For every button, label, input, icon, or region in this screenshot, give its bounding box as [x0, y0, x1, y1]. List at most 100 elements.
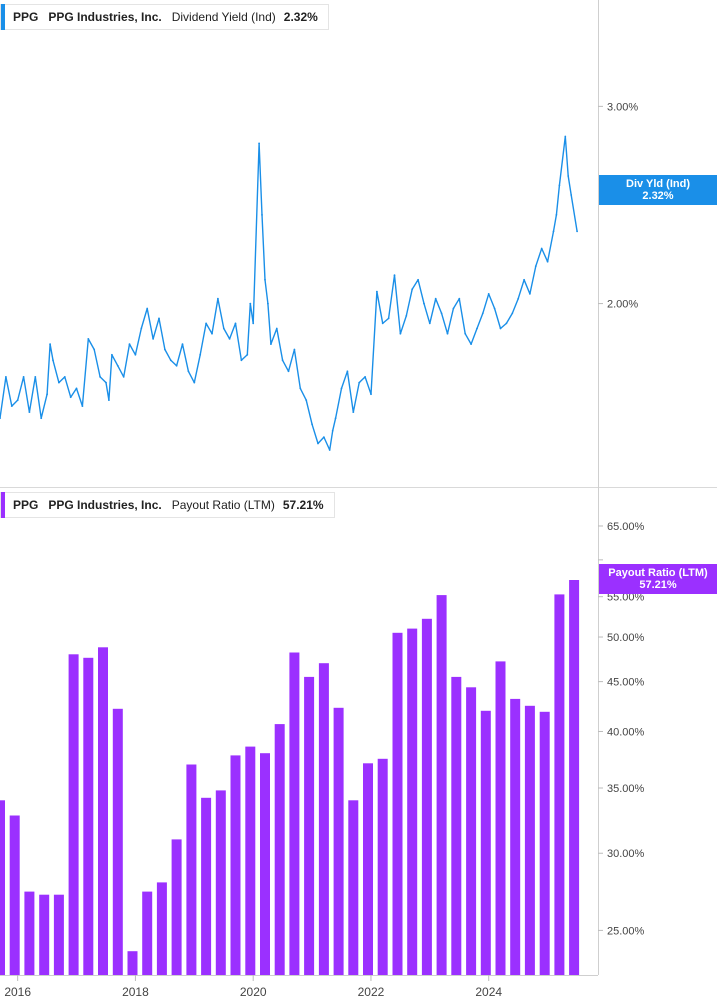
dividend-yield-point [275, 327, 278, 330]
dividend-yield-point [346, 370, 349, 373]
dividend-yield-point [164, 348, 166, 351]
dividend-yield-point [252, 322, 255, 325]
payout-ratio-bar [39, 894, 50, 975]
payout-ratio-bar [142, 891, 153, 975]
dividend-yield-point [281, 359, 284, 362]
dividend-yield-point [440, 312, 443, 315]
dividend-yield-point [405, 315, 408, 317]
dividend-yield-point [311, 423, 313, 426]
y-tick-label: 55.00% [607, 592, 645, 604]
dividend-yield-point [16, 399, 19, 401]
dividend-yield-point [399, 332, 402, 335]
legend-metric: Payout Ratio (LTM) [171, 498, 275, 512]
dividend-yield-point [267, 302, 269, 305]
payout-ratio-bar [524, 705, 535, 975]
dividend-yield-point [40, 417, 43, 420]
dividend-yield-point [576, 230, 578, 233]
dividend-yield-point [487, 293, 490, 295]
dividend-yield-point [505, 322, 508, 325]
dividend-yield-point [63, 376, 66, 378]
dividend-yield-point [567, 175, 570, 177]
dividend-yield-point [381, 322, 384, 325]
y-tick-label: 2.00% [607, 299, 638, 311]
dividend-yield-point [293, 348, 296, 351]
payout-ratio-bar [186, 764, 197, 975]
dividend-yield-point [529, 293, 531, 295]
payout-ratio-bar [377, 758, 388, 975]
payout-ratio-bar [0, 800, 5, 975]
dividend-yield-point [193, 381, 196, 384]
legend-swatch-dividend [1, 4, 5, 30]
dividend-yield-point [546, 260, 549, 263]
payout-ratio-bar [451, 676, 462, 975]
dividend-yield-point [317, 442, 319, 445]
dividend-yield-point [22, 376, 25, 378]
dividend-yield-point [128, 343, 131, 345]
dividend-yield-point [28, 411, 31, 413]
dividend-yield-point [58, 381, 60, 384]
dividend-yield-point [452, 307, 455, 310]
dividend-yield-point [10, 405, 13, 407]
dividend-yield-point [169, 359, 172, 362]
dividend-yield-point [364, 376, 366, 378]
dividend-yield-point [5, 376, 7, 378]
dividend-yield-point [249, 302, 252, 305]
dividend-yield-point [261, 214, 263, 216]
legend-dividend-yield: PPG PPG Industries, Inc. Dividend Yield … [0, 4, 329, 30]
dividend-yield-point [222, 327, 225, 330]
dividend-yield-point [152, 338, 155, 340]
dividend-yield-point [511, 312, 514, 315]
payout-ratio-bar [480, 710, 491, 975]
payout-ratio-bar [510, 698, 521, 975]
tag-label: Payout Ratio (LTM) [608, 567, 708, 579]
dividend-yield-point [476, 327, 478, 330]
legend-value: 57.21% [282, 498, 324, 512]
dividend-yield-point [340, 387, 343, 390]
dividend-yield-point [555, 214, 558, 216]
dividend-yield-point [570, 194, 573, 196]
y-tick-label: 30.00% [607, 848, 645, 860]
dividend-yield-point [217, 297, 219, 300]
dividend-yield-point [423, 302, 425, 305]
dividend-yield-point [458, 297, 461, 300]
tag-label: Div Yld (Ind) [626, 178, 690, 190]
payout-ratio-bar [24, 891, 35, 975]
dividend-yield-point [93, 348, 96, 351]
dividend-yield-point [446, 332, 449, 335]
dividend-yield-point [334, 417, 337, 420]
dividend-yield-point [187, 370, 190, 373]
dividend-yield-point [75, 387, 78, 390]
dividend-yield-point [464, 332, 467, 335]
dividend-yield-point [493, 307, 496, 310]
dividend-yield-point [34, 376, 37, 378]
legend-company: PPG Industries, Inc. [48, 498, 162, 512]
payout-ratio-bar [98, 647, 108, 975]
dividend-yield-point [264, 278, 266, 281]
dividend-yield-point [240, 359, 243, 362]
payout-ratio-bar [127, 951, 138, 975]
dividend-yield-point [558, 184, 561, 187]
payout-ratio-bar [407, 628, 418, 975]
dividend-yield-point [499, 327, 502, 330]
dividend-yield-point [111, 353, 113, 356]
dividend-yield-point [87, 338, 90, 340]
payout-ratio-bar [318, 663, 329, 975]
dividend-yield-point [228, 338, 231, 340]
payout-ratio-bar [348, 800, 359, 975]
dividend-yield-point [411, 288, 414, 291]
payout-ratio-bar [569, 580, 580, 975]
dividend-yield-point [99, 376, 101, 378]
dividend-yield-point [199, 353, 202, 356]
y-tick-label: 65.00% [607, 521, 645, 533]
dividend-yield-point [105, 381, 107, 384]
dividend-yield-value-tag: Div Yld (Ind) 2.32% [599, 175, 717, 205]
dividend-yield-point [552, 230, 555, 233]
dividend-yield-point [323, 436, 325, 438]
payout-ratio-bar [9, 815, 20, 975]
dividend-yield-point [69, 396, 72, 399]
dividend-yield-point [417, 278, 419, 281]
payout-ratio-bar [554, 594, 565, 975]
dividend-yield-point [358, 381, 361, 384]
payout-ratio-bar [245, 746, 256, 975]
payout-ratio-bar [230, 755, 241, 975]
